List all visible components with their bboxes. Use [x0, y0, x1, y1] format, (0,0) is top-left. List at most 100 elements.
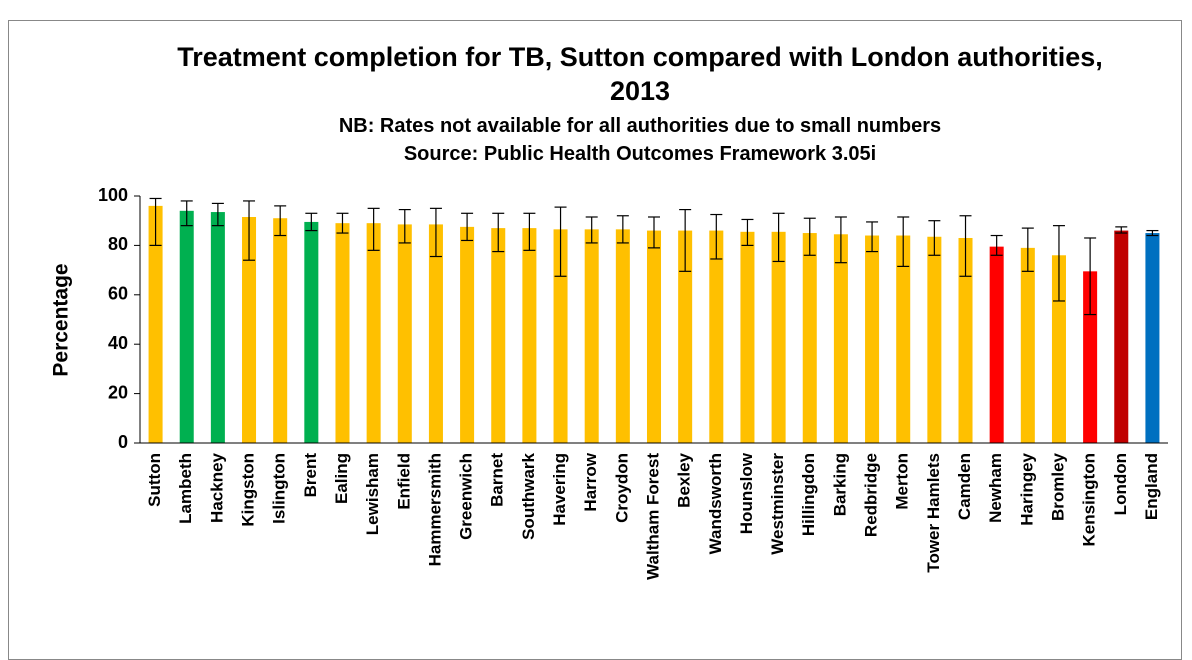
error-bar [585, 216, 598, 244]
x-tick-label: Merton [893, 453, 912, 510]
bar [522, 228, 537, 443]
bar [179, 210, 194, 443]
bar [615, 229, 630, 443]
x-tick-label: Hounslow [737, 452, 756, 534]
x-tick-label: Lambeth [176, 453, 195, 524]
error-bar [990, 234, 1003, 256]
error-bar [897, 216, 910, 267]
bar [989, 246, 1004, 443]
x-tick-label: Barking [830, 453, 849, 516]
bar [678, 230, 693, 443]
bar [958, 237, 973, 443]
bar [397, 224, 412, 443]
error-bar [523, 212, 536, 251]
error-bar [554, 206, 567, 277]
error-bar [710, 213, 723, 260]
bar [428, 224, 443, 443]
bar [927, 236, 942, 443]
y-tick-label: 60 [108, 284, 128, 304]
error-bar [866, 221, 879, 253]
error-bar [429, 207, 442, 258]
x-tick-label: Hackney [207, 452, 226, 522]
bar [896, 235, 911, 443]
bar [242, 216, 257, 443]
error-bar [959, 215, 972, 277]
x-tick-label: Enfield [394, 453, 413, 510]
bar [646, 230, 662, 443]
x-tick-label: London [1111, 453, 1130, 515]
y-tick-label: 0 [118, 432, 128, 452]
bar [1114, 230, 1129, 443]
x-tick-label: Kingston [239, 453, 258, 527]
x-tick-label: Southwark [519, 452, 538, 539]
y-tick-label: 20 [108, 382, 128, 402]
x-tick-label: Sutton [145, 453, 164, 507]
error-bar [305, 212, 318, 232]
error-bar [741, 218, 754, 246]
x-tick-label: Waltham Forest [643, 453, 662, 580]
chart-title: Treatment completion for TB, Sutton comp… [177, 42, 1103, 106]
error-bar [1084, 237, 1097, 316]
bar [1145, 233, 1160, 443]
bar [366, 223, 381, 443]
error-bar [1146, 229, 1159, 237]
error-bar [180, 200, 193, 227]
x-tick-label: Westminster [768, 453, 787, 555]
x-tick-label: Harrow [581, 452, 600, 511]
error-bar [679, 208, 692, 272]
error-bar [367, 207, 380, 251]
x-tick-label: Lewisham [363, 453, 382, 535]
chart-subtitle: NB: Rates not available for all authorit… [338, 115, 942, 137]
error-bar [492, 212, 505, 253]
bar [584, 229, 599, 443]
bar [1051, 255, 1066, 443]
x-tick-label: Hammersmith [425, 453, 444, 566]
bar [491, 228, 506, 443]
x-tick-label: Newham [986, 453, 1005, 523]
error-bar [149, 197, 162, 246]
x-tick-label: Bexley [675, 452, 694, 507]
bar [553, 229, 568, 443]
bar [148, 205, 163, 443]
error-bar [803, 217, 816, 256]
bar [833, 234, 848, 443]
bar [1020, 247, 1035, 443]
x-tick-label: Bromley [1048, 452, 1067, 521]
bar [335, 223, 350, 443]
error-bar [461, 212, 474, 242]
x-tick-label: Hillingdon [799, 453, 818, 536]
bar [273, 218, 288, 443]
bar [740, 231, 755, 443]
error-bar [336, 212, 349, 234]
x-tick-label: Havering [550, 453, 569, 526]
x-tick-label: Barnet [488, 453, 507, 507]
error-bar [398, 208, 411, 244]
bar [771, 231, 786, 443]
x-tick-label: Greenwich [457, 453, 476, 540]
bar [304, 221, 319, 443]
x-tick-label: Redbridge [862, 453, 881, 537]
bar [802, 233, 817, 443]
error-bar [1115, 226, 1128, 234]
x-tick-label: England [1142, 453, 1161, 520]
bar [709, 230, 724, 443]
chart-source: Source: Public Health Outcomes Framework… [403, 143, 877, 165]
error-bar [834, 216, 847, 264]
error-bar [243, 200, 256, 261]
error-bar [648, 216, 660, 249]
error-bar [772, 212, 785, 263]
error-bar [1021, 227, 1034, 272]
x-tick-label: Islington [270, 453, 289, 524]
error-bar [211, 202, 224, 227]
y-axis-label: Percentage [50, 263, 73, 376]
bar [460, 226, 475, 443]
y-tick-label: 100 [98, 185, 128, 205]
bar [210, 212, 225, 443]
x-tick-label: Ealing [332, 453, 351, 504]
y-tick-label: 80 [108, 234, 128, 254]
error-bar [274, 205, 287, 237]
error-bar [616, 215, 629, 244]
x-tick-label: Camden [955, 453, 974, 520]
